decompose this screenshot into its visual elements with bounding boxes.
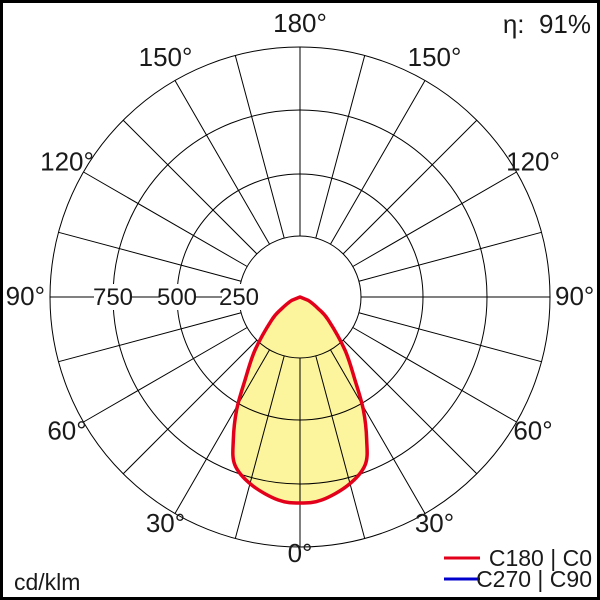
svg-text:180°: 180° [273,8,327,38]
svg-text:60°: 60° [47,416,86,446]
svg-text:C270 | C90: C270 | C90 [476,566,592,592]
svg-text:η: 91%: η: 91% [503,9,591,39]
svg-text:90°: 90° [555,281,594,311]
svg-text:60°: 60° [513,416,552,446]
svg-text:30°: 30° [415,508,454,538]
svg-text:500: 500 [157,284,197,311]
svg-text:120°: 120° [40,147,94,177]
svg-text:250: 250 [219,284,259,311]
svg-text:120°: 120° [506,147,560,177]
svg-text:150°: 150° [139,42,193,72]
svg-text:90°: 90° [6,281,45,311]
svg-text:150°: 150° [408,42,462,72]
svg-text:750: 750 [93,284,133,311]
svg-text:30°: 30° [146,508,185,538]
svg-text:cd/klm: cd/klm [14,569,80,595]
svg-text:0°: 0° [288,538,313,568]
